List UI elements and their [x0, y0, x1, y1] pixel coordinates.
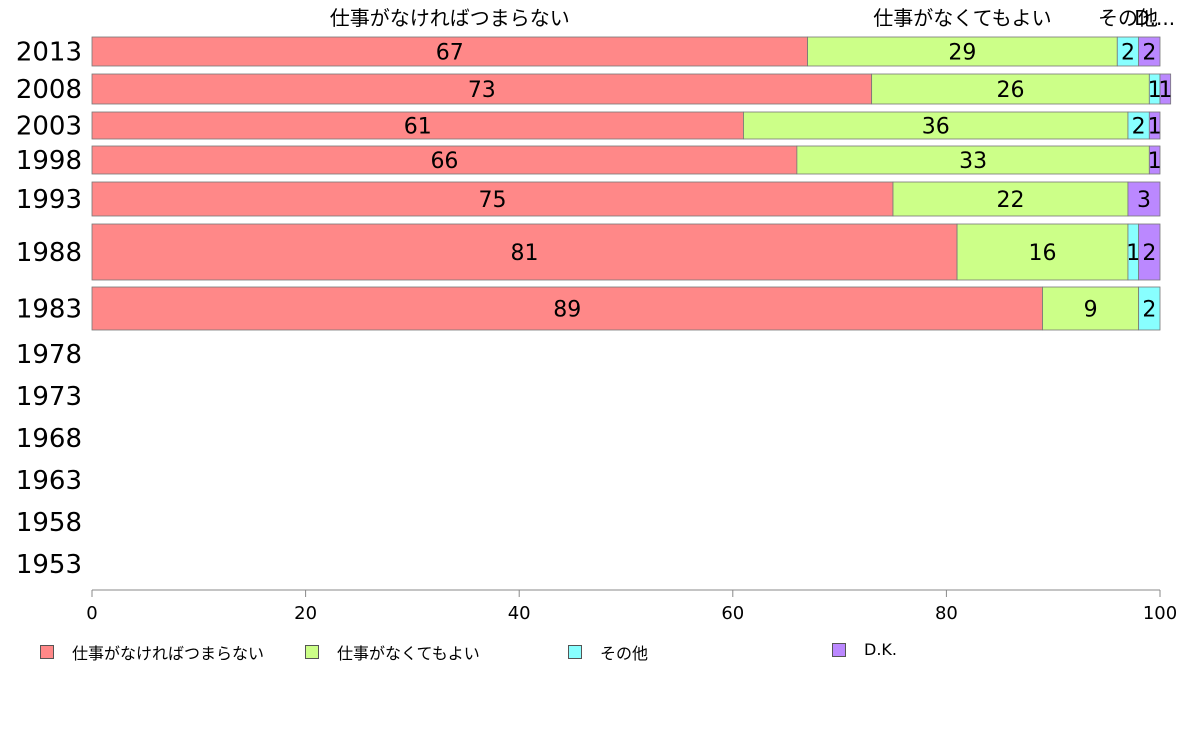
bar-2013-series-2	[807, 36, 1118, 67]
legend-item-1: 仕事がなければつまらない	[40, 640, 264, 664]
bar-1993-series-4	[1127, 181, 1161, 217]
legend-item-2: 仕事がなくてもよい	[305, 640, 480, 664]
bar-1988-series-4	[1138, 223, 1161, 281]
bar-label-1993-series-4: 3	[1137, 188, 1151, 213]
bar-label-1988-series-2: 16	[1029, 241, 1057, 266]
top-series-label-1: 仕事がなければつまらない	[330, 6, 570, 30]
bar-label-1998-series-1: 66	[430, 149, 458, 174]
bar-label-1993-series-1: 75	[479, 188, 507, 213]
bar-1998-series-1	[91, 145, 798, 175]
bar-1983-series-2	[1042, 286, 1140, 331]
bar-label-2008-series-1: 73	[468, 78, 496, 103]
bar-2008-series-4	[1159, 73, 1172, 105]
bar-2013-series-1	[91, 36, 808, 67]
legend-label-3: その他	[600, 644, 649, 663]
legend-swatch-2	[305, 645, 319, 659]
legend: 仕事がなければつまらない 仕事がなくてもよい その他 D.K.	[0, 640, 1188, 668]
bar-1983-series-1	[91, 286, 1043, 331]
bar-label-2003-series-4: 1	[1148, 115, 1162, 140]
bar-label-1988-series-3: 1	[1126, 241, 1140, 266]
category-label-2003: 2003	[16, 112, 82, 142]
category-label-1953: 1953	[16, 550, 82, 580]
category-label-1958: 1958	[16, 508, 82, 538]
bar-label-1983-series-2: 9	[1084, 298, 1098, 323]
bar-2013-series-4	[1138, 36, 1161, 67]
bar-label-2013-series-1: 67	[436, 41, 464, 66]
bar-label-1983-series-3: 2	[1142, 298, 1156, 323]
legend-label-4: D.K.	[864, 640, 897, 659]
bar-label-2013-series-3: 2	[1121, 41, 1135, 66]
bar-1983-series-3	[1138, 286, 1161, 331]
category-label-1993: 1993	[16, 185, 82, 215]
bar-1998-series-4	[1148, 145, 1161, 175]
bar-label-1988-series-1: 81	[511, 241, 539, 266]
bar-2003-series-4	[1148, 111, 1161, 140]
bar-label-1998-series-2: 33	[959, 149, 987, 174]
bar-2003-series-1	[91, 111, 744, 140]
legend-item-4: D.K.	[832, 640, 897, 659]
top-series-label-4: D....	[1134, 6, 1175, 30]
bar-label-2003-series-2: 36	[922, 115, 950, 140]
legend-swatch-4	[832, 642, 846, 657]
x-tick-label-60: 60	[721, 603, 744, 624]
bar-label-2013-series-4: 2	[1142, 41, 1156, 66]
bar-label-2003-series-1: 61	[404, 115, 432, 140]
bar-label-1998-series-4: 1	[1148, 149, 1162, 174]
bar-1993-series-2	[892, 181, 1129, 217]
x-tick-label-40: 40	[508, 603, 531, 624]
x-tick-label-100: 100	[1143, 603, 1177, 624]
legend-swatch-1	[40, 645, 54, 659]
bar-label-1983-series-1: 89	[553, 298, 581, 323]
bar-label-2008-series-4: 1	[1158, 78, 1172, 103]
bar-label-2003-series-3: 2	[1132, 115, 1146, 140]
bar-1993-series-1	[91, 181, 894, 217]
legend-item-3: その他	[568, 640, 648, 664]
bar-label-2008-series-2: 26	[996, 78, 1024, 103]
bar-label-1993-series-2: 22	[996, 188, 1024, 213]
category-label-1968: 1968	[16, 424, 82, 454]
x-tick-label-0: 0	[86, 603, 97, 624]
bar-1988-series-2	[956, 223, 1129, 281]
x-tick-label-80: 80	[935, 603, 958, 624]
top-series-label-3: その他	[1098, 6, 1158, 30]
bar-2008-series-2	[871, 73, 1150, 105]
category-label-2013: 2013	[16, 38, 82, 68]
bar-2003-series-2	[743, 111, 1129, 140]
legend-swatch-3	[568, 645, 582, 659]
category-label-1998: 1998	[16, 146, 82, 176]
x-tick-label-20: 20	[294, 603, 317, 624]
bar-label-2008-series-3: 1	[1148, 78, 1162, 103]
category-label-1963: 1963	[16, 466, 82, 496]
category-label-2008: 2008	[16, 75, 82, 105]
legend-label-2: 仕事がなくてもよい	[337, 644, 480, 663]
legend-label-1: 仕事がなければつまらない	[72, 644, 265, 663]
category-label-1973: 1973	[16, 382, 82, 412]
category-label-1988: 1988	[16, 238, 82, 268]
category-label-1978: 1978	[16, 340, 82, 370]
bar-label-2013-series-2: 29	[948, 41, 976, 66]
bar-1988-series-1	[91, 223, 958, 281]
category-label-1983: 1983	[16, 295, 82, 325]
bar-label-1988-series-4: 2	[1142, 241, 1156, 266]
top-series-label-2: 仕事がなくてもよい	[873, 6, 1051, 30]
